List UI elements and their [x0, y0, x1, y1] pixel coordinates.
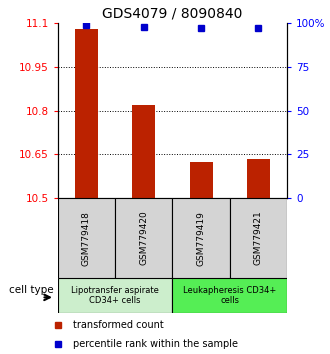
Bar: [115, 198, 173, 278]
Bar: [58, 198, 115, 278]
Bar: [190, 162, 213, 198]
Text: transformed count: transformed count: [73, 320, 164, 330]
Bar: [173, 278, 287, 313]
Text: cell type: cell type: [10, 285, 54, 295]
Text: GSM779420: GSM779420: [139, 211, 148, 266]
Bar: [173, 198, 230, 278]
Bar: [75, 29, 98, 198]
Bar: [247, 159, 270, 198]
Text: Lipotransfer aspirate
CD34+ cells: Lipotransfer aspirate CD34+ cells: [71, 286, 159, 305]
Title: GDS4079 / 8090840: GDS4079 / 8090840: [102, 6, 243, 21]
Bar: [58, 278, 173, 313]
Bar: [230, 198, 287, 278]
Bar: [132, 105, 155, 198]
Text: GSM779418: GSM779418: [82, 211, 91, 266]
Text: GSM779421: GSM779421: [254, 211, 263, 266]
Text: Leukapheresis CD34+
cells: Leukapheresis CD34+ cells: [183, 286, 277, 305]
Text: GSM779419: GSM779419: [197, 211, 206, 266]
Text: percentile rank within the sample: percentile rank within the sample: [73, 339, 238, 349]
